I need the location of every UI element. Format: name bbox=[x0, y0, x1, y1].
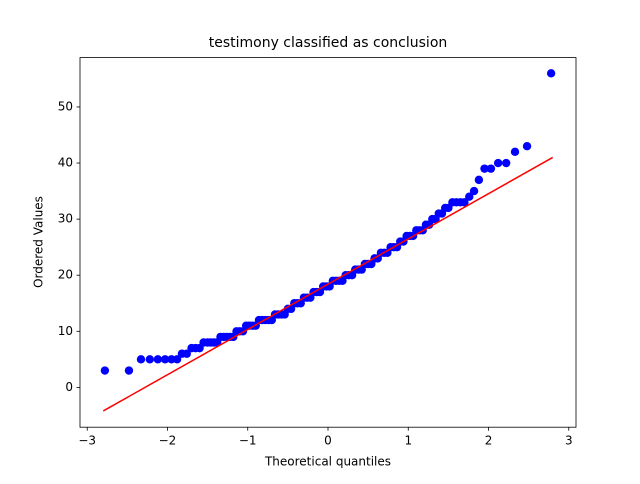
y-tick-label: 50 bbox=[58, 99, 73, 113]
data-point bbox=[474, 175, 484, 185]
data-point bbox=[480, 164, 489, 173]
x-tick-label: 3 bbox=[565, 434, 573, 448]
data-point bbox=[493, 158, 503, 168]
data-point bbox=[136, 355, 146, 364]
x-tick-label: −2 bbox=[159, 434, 177, 448]
x-tick-label: −1 bbox=[239, 434, 257, 448]
y-tick-label: 10 bbox=[58, 324, 73, 338]
data-point bbox=[153, 355, 163, 364]
plot-frame bbox=[79, 57, 577, 428]
data-point bbox=[460, 198, 469, 207]
y-tick-label: 30 bbox=[58, 212, 73, 226]
data-point bbox=[100, 366, 110, 375]
data-point bbox=[522, 142, 532, 151]
x-tick-label: 0 bbox=[324, 434, 332, 448]
chart-title: testimony classified as conclusion bbox=[209, 35, 448, 51]
x-axis-label: Theoretical quantiles bbox=[264, 455, 391, 469]
data-point bbox=[124, 366, 134, 375]
y-tick-label: 0 bbox=[65, 380, 73, 394]
data-point bbox=[486, 164, 496, 173]
x-tick-label: 2 bbox=[485, 434, 493, 448]
data-point bbox=[145, 355, 155, 364]
y-tick-label: 20 bbox=[58, 268, 73, 282]
data-point bbox=[172, 355, 182, 364]
x-tick-label: 1 bbox=[404, 434, 412, 448]
y-tick-label: 40 bbox=[58, 156, 73, 170]
y-axis-label: Ordered Values bbox=[32, 196, 46, 288]
data-point bbox=[160, 355, 170, 364]
x-tick-label: −3 bbox=[78, 434, 96, 448]
data-point bbox=[469, 186, 479, 196]
data-point bbox=[546, 69, 556, 78]
data-point bbox=[510, 147, 520, 157]
data-point bbox=[182, 349, 191, 358]
data-point bbox=[465, 192, 474, 201]
fit-line bbox=[102, 156, 554, 412]
data-point bbox=[501, 158, 511, 168]
